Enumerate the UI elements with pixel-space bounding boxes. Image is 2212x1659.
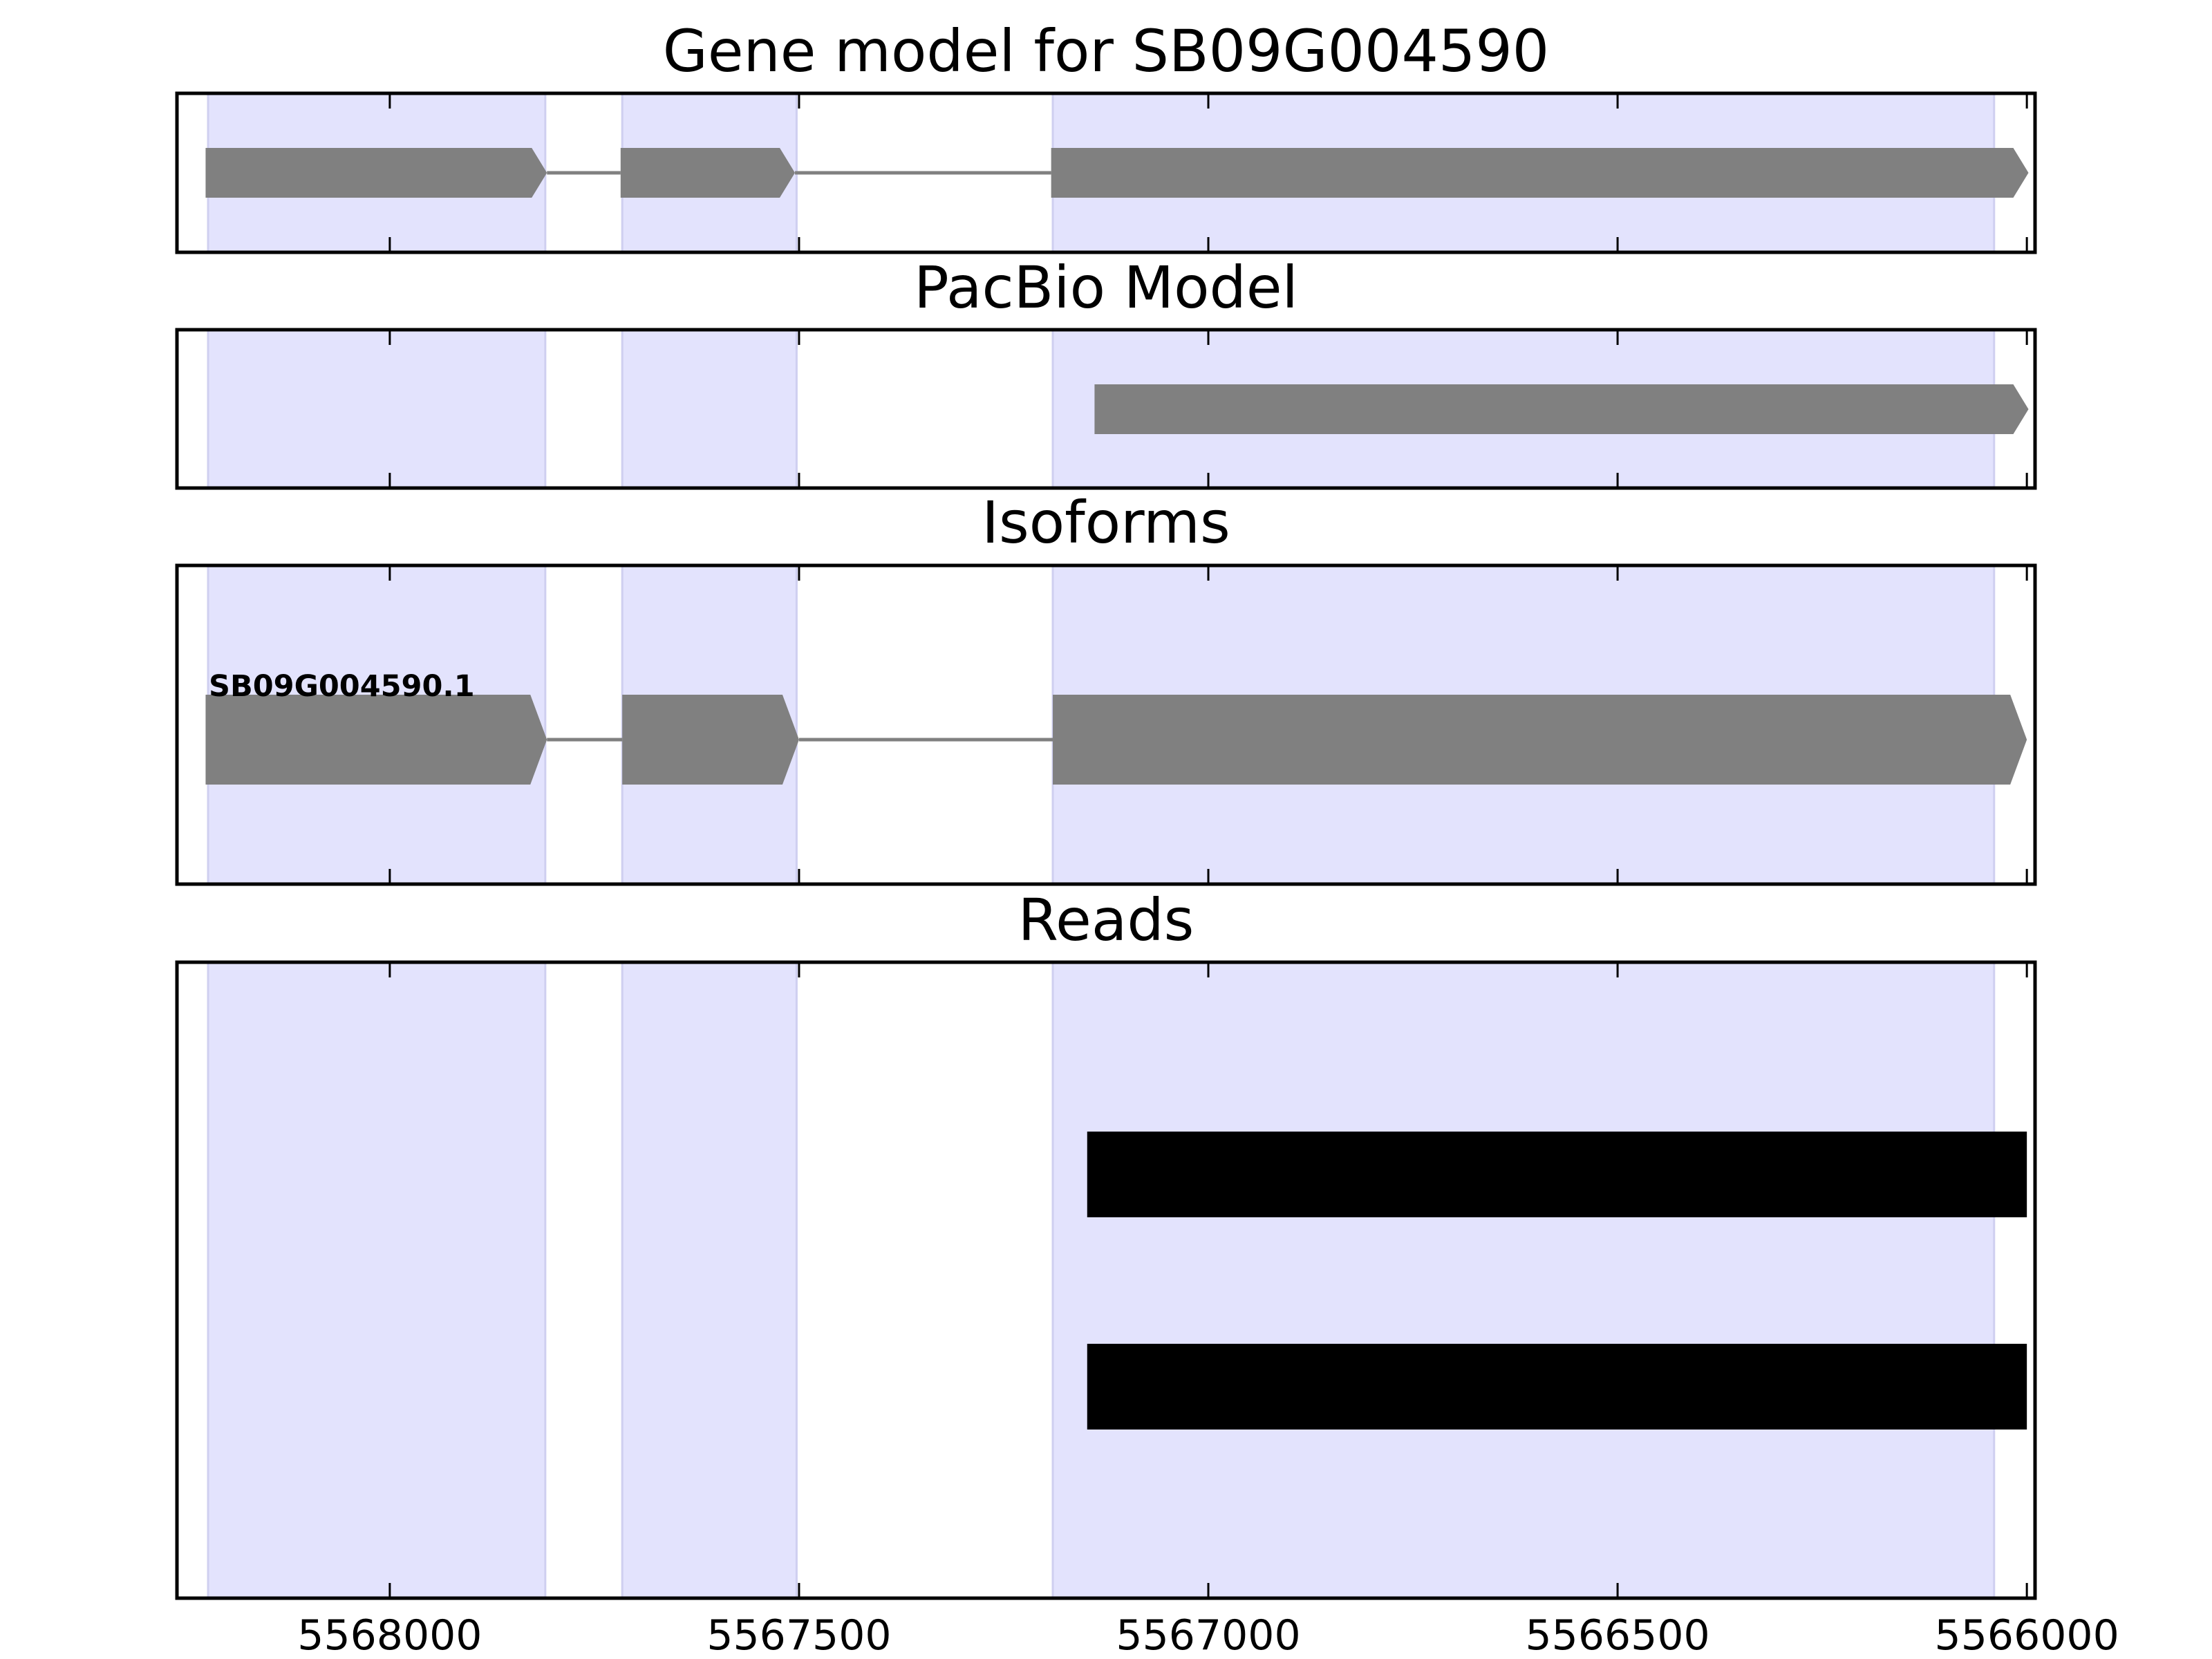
read-bar <box>1087 1132 2027 1217</box>
gene-model-axes: Gene model for SB09G004590 <box>175 17 2037 254</box>
exon-arrow <box>205 148 547 198</box>
x-tick-label: 5567000 <box>1116 1611 1300 1659</box>
exon-region-band <box>207 328 547 489</box>
gene-model-title: Gene model for SB09G004590 <box>663 17 1549 85</box>
reads-title: Reads <box>1018 886 1194 954</box>
isoform-label: SB09G004590.1 <box>209 669 475 704</box>
read-bar <box>1087 1344 2027 1430</box>
exon-arrow <box>1094 384 2029 434</box>
x-tick-label: 5566000 <box>1935 1611 2119 1659</box>
x-tick-label: 5567500 <box>706 1611 891 1659</box>
pacbio-model-axes: PacBio Model <box>175 254 2037 490</box>
x-tick-label: 5568000 <box>297 1611 482 1659</box>
axes-frame <box>175 328 2037 490</box>
isoforms-axes: SB09G004590.1 Isoforms <box>175 489 2037 886</box>
pacbio-model-title: PacBio Model <box>914 254 1298 321</box>
axes-frame <box>175 960 2037 1600</box>
panels-group: Gene model for SB09G004590 PacBio Model SB… <box>175 17 2119 1659</box>
reads-axes: Reads 5568000 5567500 5567000 5566500 5566000 <box>175 886 2119 1659</box>
exon-arrow <box>1053 695 2027 785</box>
exon-region-band <box>621 961 798 1600</box>
exon-region-band <box>621 328 798 489</box>
exon-arrow <box>205 695 547 785</box>
axes-frame <box>175 563 2037 886</box>
isoforms-title: Isoforms <box>982 489 1230 556</box>
axes-frame <box>175 91 2037 254</box>
exon-arrow <box>620 148 796 198</box>
exon-arrow <box>1051 148 2029 198</box>
exon-region-band <box>1051 961 1996 1600</box>
x-tick-label: 5566500 <box>1525 1611 1709 1659</box>
exon-arrow <box>622 695 799 785</box>
exon-region-band <box>207 961 547 1600</box>
